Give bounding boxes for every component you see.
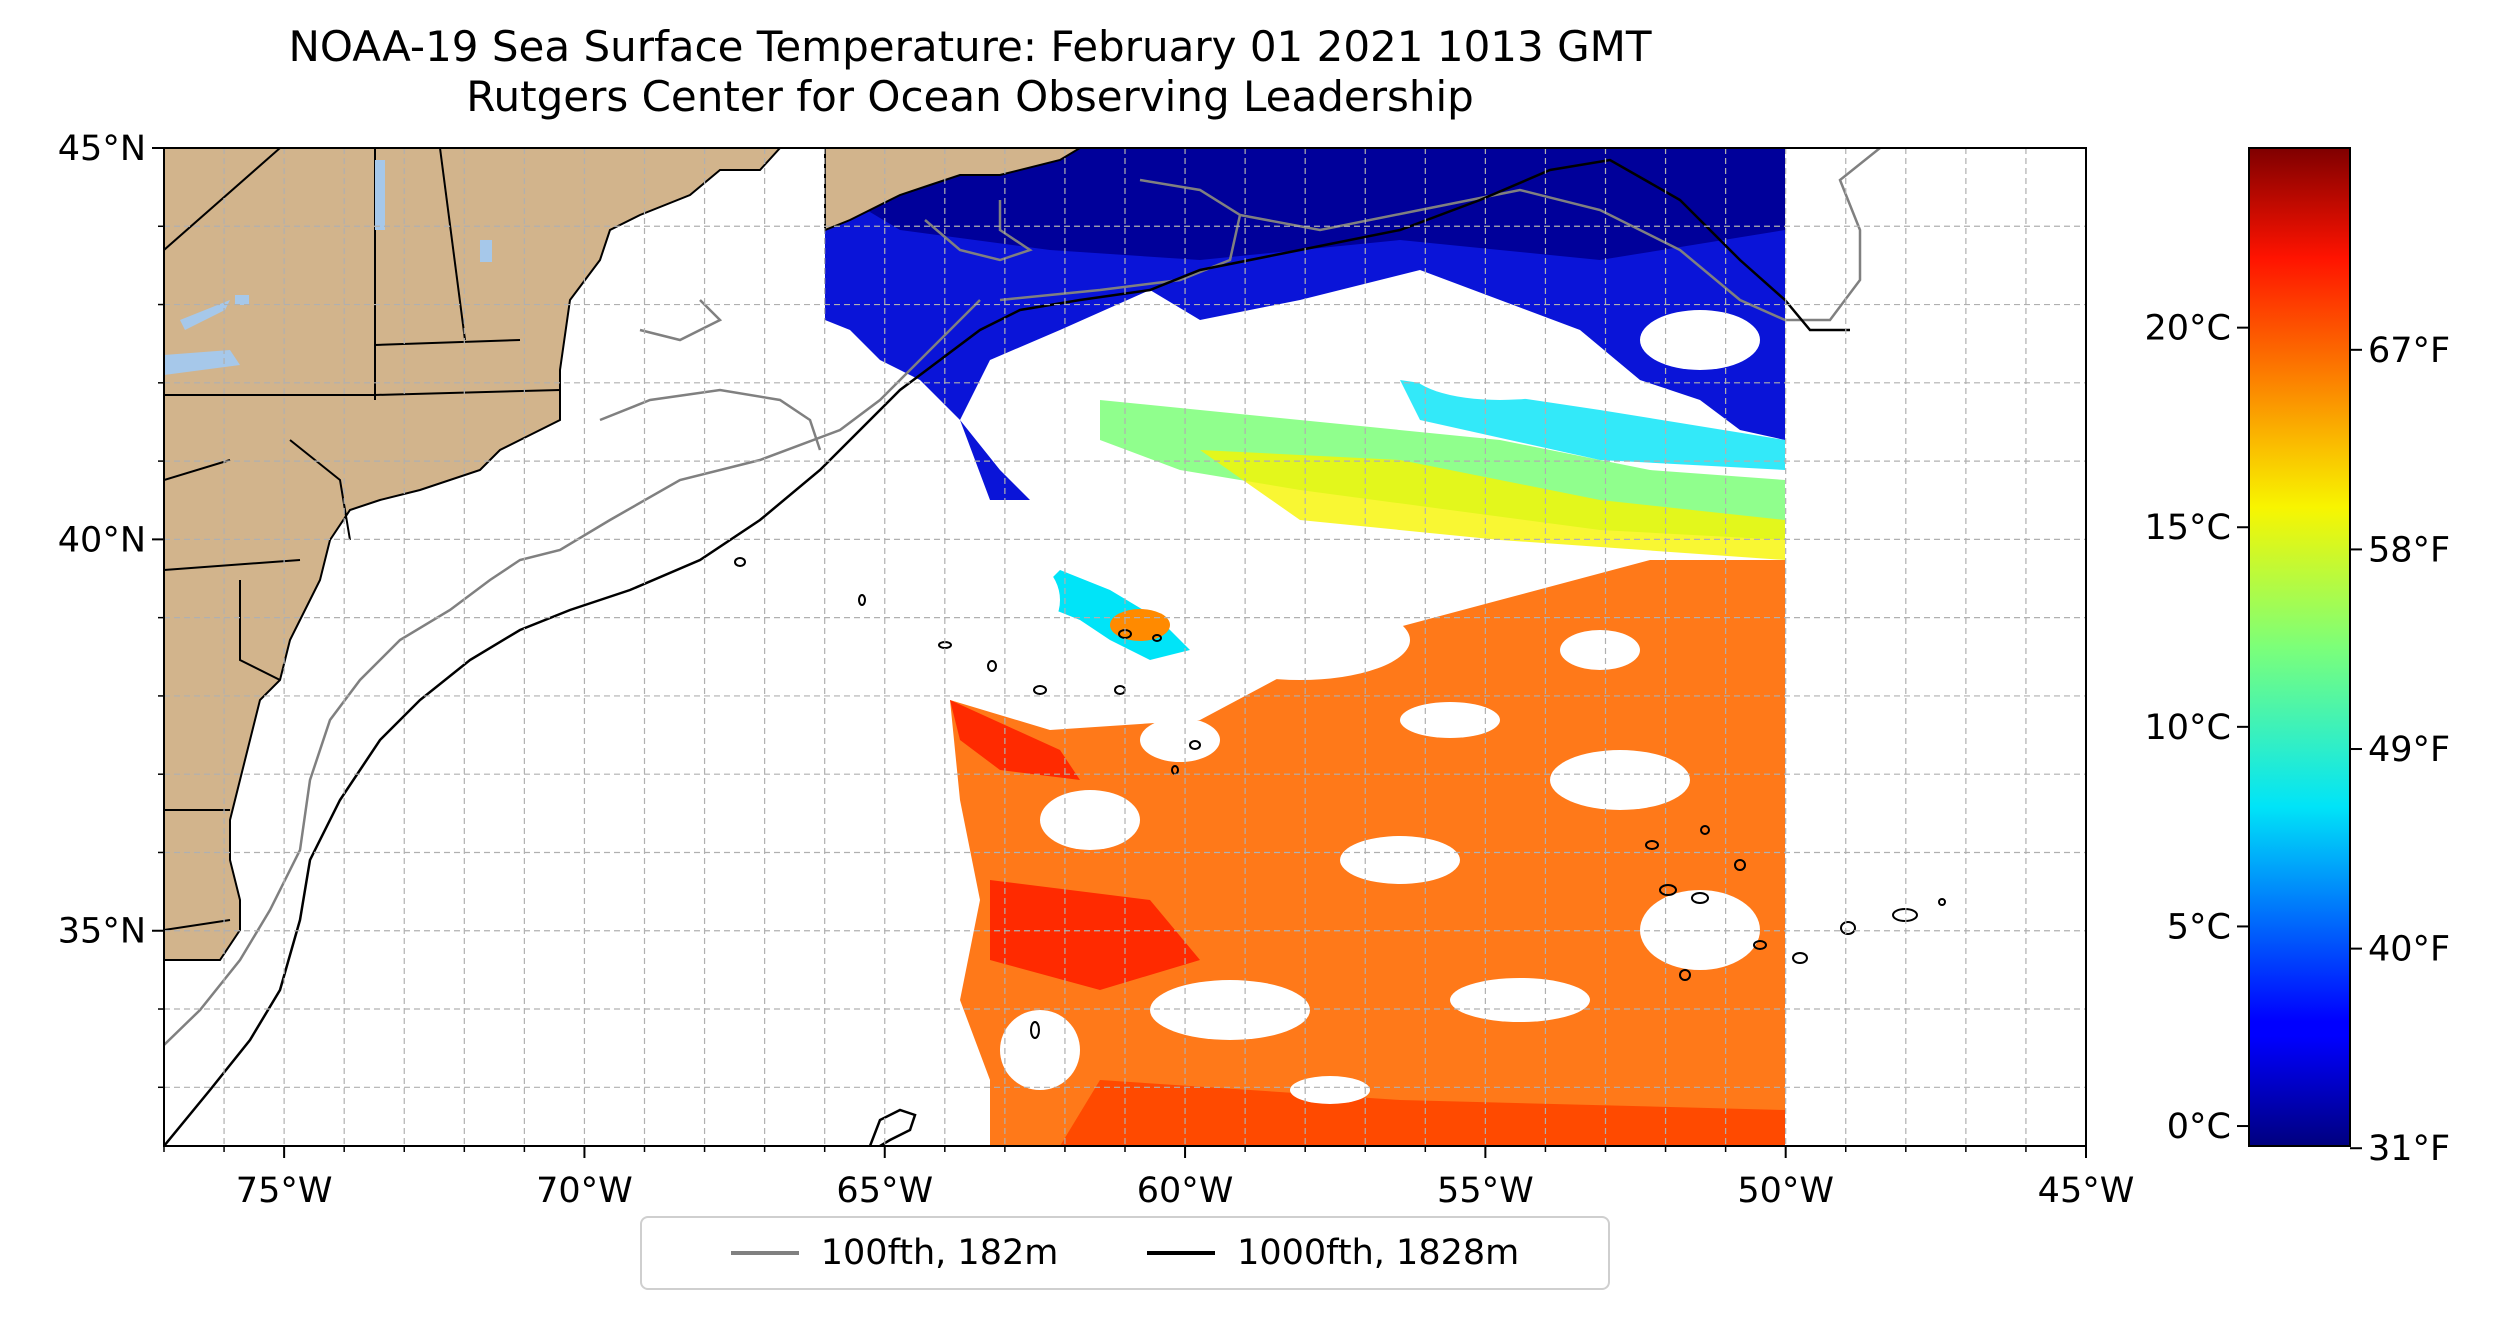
lon-tick-label: 75°W xyxy=(236,1171,333,1211)
colorbar-celsius-label: 15°C xyxy=(2145,508,2231,548)
lon-tick-label: 45°W xyxy=(2038,1171,2135,1211)
state-borders xyxy=(164,148,561,931)
colorbar-fahrenheit-label: 58°F xyxy=(2368,530,2450,570)
colorbar-fahrenheit-ticks: 31°F 40°F 49°F 58°F 67°F xyxy=(2350,331,2450,1169)
contour-1000fth xyxy=(164,158,1850,1146)
colorbar-fahrenheit-label: 67°F xyxy=(2368,331,2450,371)
title-line-2: Rutgers Center for Ocean Observing Leade… xyxy=(466,72,1474,121)
legend-item-100fth: 100fth, 182m xyxy=(730,1233,1059,1273)
colorbar: 0°C 5°C 10°C 15°C 20°C 31°F 40°F 49°F 58°F 67°F xyxy=(2145,147,2450,1169)
lon-tick-label: 60°W xyxy=(1137,1171,1234,1211)
lakes xyxy=(164,160,492,375)
lat-tick-label: 45°N xyxy=(58,129,146,169)
legend-label-100fth: 100fth, 182m xyxy=(820,1233,1059,1273)
seamounts xyxy=(734,557,1946,1039)
lon-tick-label: 65°W xyxy=(836,1171,933,1211)
colorbar-celsius-ticks: 0°C 5°C 10°C 15°C 20°C xyxy=(2145,309,2249,1147)
lon-tick-label: 55°W xyxy=(1437,1171,1534,1211)
legend-line-1000fth xyxy=(1147,1251,1216,1255)
colorbar-fahrenheit-label: 49°F xyxy=(2368,730,2450,770)
legend-line-100fth xyxy=(730,1251,799,1255)
latitude-axis: 35°N 40°N 45°N xyxy=(58,129,164,1089)
legend: 100fth, 182m 1000fth, 1828m xyxy=(640,1216,1610,1290)
lon-tick-label: 70°W xyxy=(536,1171,633,1211)
colorbar-fahrenheit-label: 40°F xyxy=(2368,930,2450,970)
lon-tick-label: 50°W xyxy=(1737,1171,1834,1211)
colorbar-celsius-label: 5°C xyxy=(2167,907,2231,947)
title-line-1: NOAA-19 Sea Surface Temperature: Februar… xyxy=(288,22,1652,71)
lat-tick-label: 35°N xyxy=(58,912,146,952)
contour-100fth xyxy=(164,148,1881,1046)
gridlines xyxy=(164,148,2086,1146)
longitude-axis: 75°W 70°W 65°W 60°W 55°W 50°W 45°W xyxy=(163,1146,2135,1211)
legend-label-1000fth: 1000fth, 1828m xyxy=(1237,1233,1520,1273)
colorbar-celsius-label: 20°C xyxy=(2145,309,2231,349)
map-title: NOAA-19 Sea Surface Temperature: Februar… xyxy=(0,22,1940,122)
land-mass xyxy=(164,148,1082,961)
colorbar-celsius-label: 0°C xyxy=(2167,1107,2231,1147)
legend-item-1000fth: 1000fth, 1828m xyxy=(1147,1233,1519,1273)
lat-tick-label: 40°N xyxy=(58,520,146,560)
colorbar-celsius-label: 10°C xyxy=(2145,708,2231,748)
colorbar-gradient xyxy=(2248,147,2351,1147)
colorbar-fahrenheit-label: 31°F xyxy=(2368,1129,2450,1169)
